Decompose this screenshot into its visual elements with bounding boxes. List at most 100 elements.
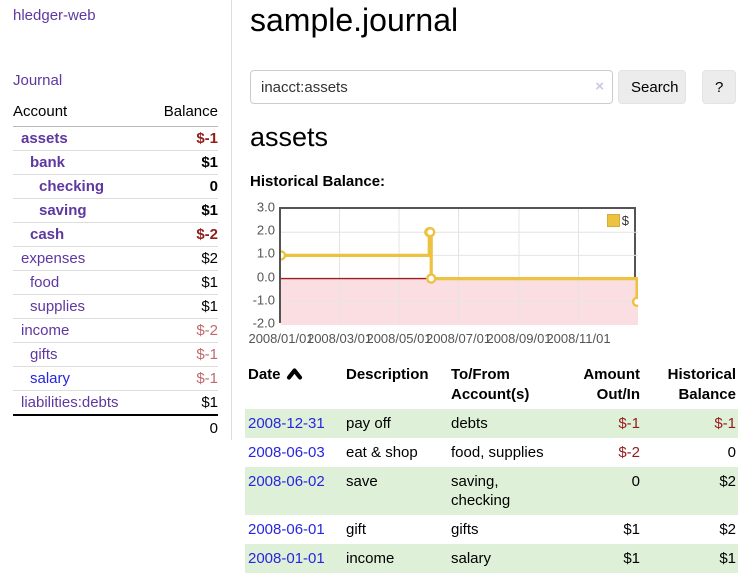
transaction-date-link[interactable]: 2008-06-02 bbox=[248, 473, 325, 490]
chart-title: Historical Balance: bbox=[250, 173, 386, 190]
account-link[interactable]: income bbox=[21, 322, 70, 339]
account-link[interactable]: expenses bbox=[21, 250, 86, 267]
help-button[interactable]: ? bbox=[702, 70, 736, 104]
x-axis-tick-label: 2008/05/01 bbox=[366, 331, 432, 346]
column-header-date[interactable]: Date bbox=[245, 361, 343, 409]
x-axis-tick-label: 2008/01/01 bbox=[248, 331, 314, 346]
y-axis-tick-label: 1.0 bbox=[256, 245, 275, 261]
legend-label: $ bbox=[621, 213, 629, 228]
account-link[interactable]: cash bbox=[30, 226, 65, 243]
transaction-row: 2008-06-03 eat & shop food, supplies $-2… bbox=[245, 438, 738, 467]
accounts-total-value: 0 bbox=[148, 414, 218, 441]
account-link[interactable]: salary bbox=[30, 370, 71, 387]
x-axis-tick-label: 2008/03/01 bbox=[306, 331, 373, 346]
account-balance: $-1 bbox=[148, 342, 218, 367]
account-heading: assets bbox=[250, 122, 329, 152]
account-link[interactable]: bank bbox=[30, 154, 66, 171]
transaction-date-link[interactable]: 2008-01-01 bbox=[248, 550, 325, 567]
account-balance: $-2 bbox=[148, 222, 218, 247]
account-link[interactable]: assets bbox=[21, 130, 68, 147]
column-header-amount[interactable]: Amount Out/In bbox=[583, 366, 640, 403]
account-link[interactable]: checking bbox=[39, 178, 105, 195]
transaction-balance: $2 bbox=[719, 521, 736, 538]
transaction-amount: $-2 bbox=[618, 444, 640, 461]
account-balance: $-1 bbox=[148, 126, 218, 151]
transaction-row: 2008-12-31 pay off debts $-1 $-1 bbox=[245, 409, 738, 438]
transaction-row: 2008-06-01 gift gifts $1 $2 bbox=[245, 515, 738, 544]
account-row: salary $-1 bbox=[13, 366, 218, 391]
column-header-accounts[interactable]: To/From Account(s) bbox=[451, 366, 530, 403]
transaction-amount: 0 bbox=[560, 467, 642, 515]
account-row: supplies $1 bbox=[13, 294, 218, 319]
y-axis-tick-label: 3.0 bbox=[256, 199, 275, 215]
transaction-row: 2008-01-01 income salary $1 $1 bbox=[245, 544, 738, 573]
account-balance: $1 bbox=[148, 270, 218, 295]
app-brand-link[interactable]: hledger-web bbox=[13, 7, 96, 24]
clear-search-icon[interactable]: × bbox=[595, 78, 604, 95]
account-link[interactable]: food bbox=[30, 274, 60, 291]
x-axis-tick-label: 2008/11/01 bbox=[546, 331, 611, 346]
register-body: 2008-12-31 pay off debts $-1 $-1 2008-06… bbox=[245, 409, 738, 573]
legend-swatch-icon bbox=[606, 214, 620, 227]
account-row: checking 0 bbox=[13, 174, 218, 199]
transaction-accounts: salary bbox=[448, 544, 560, 573]
transaction-date-link[interactable]: 2008-12-31 bbox=[248, 415, 325, 432]
transaction-balance: $1 bbox=[642, 544, 738, 573]
x-axis-tick-label: 2008/07/01 bbox=[425, 331, 492, 346]
transaction-balance: 0 bbox=[727, 444, 736, 461]
transaction-date-link[interactable]: 2008-06-03 bbox=[248, 444, 325, 461]
account-row: gifts $-1 bbox=[13, 342, 218, 367]
transaction-description: eat & shop bbox=[346, 444, 418, 461]
account-balance: $-1 bbox=[148, 366, 218, 391]
transaction-balance: $-1 bbox=[642, 409, 738, 438]
account-balance: $1 bbox=[148, 150, 218, 175]
accounts-body: assets $-1 bank $1 checking 0 saving $1 … bbox=[13, 126, 218, 416]
account-balance: $1 bbox=[148, 198, 218, 223]
transaction-date-link[interactable]: 2008-06-01 bbox=[248, 521, 325, 538]
page-title: sample.journal bbox=[250, 2, 459, 38]
chart-legend: $ bbox=[606, 213, 629, 228]
transaction-description: save bbox=[343, 467, 448, 515]
account-link[interactable]: supplies bbox=[30, 298, 86, 315]
transaction-amount: $1 bbox=[623, 521, 640, 538]
transaction-accounts: gifts bbox=[451, 521, 479, 538]
transaction-description: income bbox=[343, 544, 448, 573]
accounts-total-row: 0 bbox=[13, 414, 218, 441]
sidebar: hledger-web Journal Account Balance asse… bbox=[0, 0, 232, 441]
main-content: sample.journal × Search ? assets Histori… bbox=[232, 0, 742, 582]
historical-balance-chart: $ 3.0 2.0 1.0 0.0 -1.0 -2.0 2008/01/01 2008/03/… bbox=[248, 199, 680, 350]
transaction-accounts: saving, checking bbox=[448, 467, 560, 515]
account-row: bank $1 bbox=[13, 150, 218, 175]
y-axis-tick-label: 0.0 bbox=[256, 269, 275, 285]
transaction-description: pay off bbox=[343, 409, 448, 438]
account-row: income $-2 bbox=[13, 318, 218, 343]
search-input[interactable] bbox=[250, 70, 613, 104]
account-row: liabilities:debts $1 bbox=[13, 390, 218, 416]
account-row: saving $1 bbox=[13, 198, 218, 223]
y-axis-tick-label: -1.0 bbox=[252, 292, 275, 308]
account-row: assets $-1 bbox=[13, 126, 218, 151]
sidebar-item-journal[interactable]: Journal bbox=[13, 72, 63, 89]
transaction-row: 2008-06-02 save saving, checking 0 $2 bbox=[245, 467, 738, 515]
search-box: × bbox=[250, 70, 613, 104]
account-row: expenses $2 bbox=[13, 246, 218, 271]
account-link[interactable]: liabilities:debts bbox=[21, 394, 119, 411]
accounts-header-account: Account bbox=[13, 101, 149, 127]
x-axis-tick-label: 2008/09/01 bbox=[486, 331, 552, 346]
column-header-balance[interactable]: Historical Balance bbox=[667, 366, 736, 403]
account-link[interactable]: saving bbox=[39, 202, 87, 219]
search-button[interactable]: Search bbox=[618, 70, 686, 104]
transaction-amount: $-1 bbox=[560, 409, 642, 438]
register-header-row: Date Description To/From Account(s) Amou… bbox=[245, 361, 738, 409]
account-row: food $1 bbox=[13, 270, 218, 295]
transaction-description: gift bbox=[346, 521, 367, 538]
account-balance: 0 bbox=[148, 174, 218, 199]
accounts-header-balance: Balance bbox=[148, 101, 218, 127]
column-header-description[interactable]: Description bbox=[346, 366, 429, 383]
account-balance: $-2 bbox=[148, 318, 218, 343]
account-balance: $1 bbox=[148, 294, 218, 319]
account-balance: $2 bbox=[148, 246, 218, 271]
transaction-accounts: debts bbox=[448, 409, 560, 438]
y-axis-tick-label: -2.0 bbox=[252, 315, 275, 331]
account-link[interactable]: gifts bbox=[30, 346, 58, 363]
